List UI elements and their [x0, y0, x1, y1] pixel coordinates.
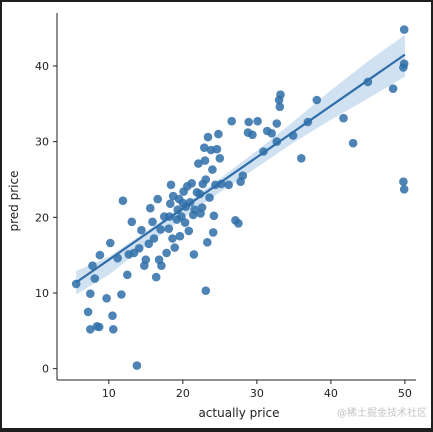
data-point	[144, 239, 154, 249]
data-point	[162, 248, 171, 258]
y-tick-label: 0	[42, 363, 49, 376]
data-point	[234, 219, 243, 228]
x-tick-label: 10	[102, 387, 116, 400]
data-point	[83, 307, 93, 317]
data-point	[88, 261, 97, 271]
data-point	[132, 361, 142, 370]
data-point	[267, 129, 277, 138]
data-point	[109, 325, 118, 334]
data-point	[134, 244, 144, 253]
data-point	[94, 322, 104, 332]
data-point	[95, 250, 105, 260]
ticks-layer: 10 20 30 40 50 0 10 20 30 40	[35, 60, 412, 400]
x-tick-label: 40	[324, 387, 338, 400]
data-point	[201, 286, 211, 296]
regression-line-layer	[75, 53, 406, 284]
data-point	[205, 193, 214, 202]
data-point	[189, 250, 199, 259]
data-point	[253, 116, 262, 126]
data-point	[166, 199, 175, 208]
data-point	[203, 132, 213, 142]
data-point	[151, 272, 161, 282]
scatter-chart: 10 20 30 40 50 0 10 20 30 40 actually price pred …	[7, 13, 427, 420]
data-point	[108, 311, 117, 321]
data-point	[141, 255, 151, 264]
data-point	[214, 129, 223, 139]
data-point	[215, 154, 225, 163]
data-point	[149, 234, 159, 243]
data-point	[102, 294, 111, 303]
data-point	[86, 325, 95, 334]
y-axis-label: pred price	[7, 171, 21, 232]
data-point	[117, 290, 126, 299]
data-point	[148, 217, 157, 227]
data-point	[312, 95, 322, 105]
data-point	[399, 25, 409, 34]
x-tick-label: 20	[176, 387, 190, 400]
data-point	[106, 238, 115, 248]
data-point	[90, 274, 100, 283]
data-point	[212, 144, 222, 154]
data-point	[201, 175, 211, 184]
x-tick-label: 50	[398, 387, 412, 400]
data-point	[170, 243, 179, 252]
x-tick-label: 30	[250, 387, 264, 400]
data-point	[203, 238, 212, 247]
data-point	[175, 231, 185, 241]
x-axis-label: actually price	[198, 406, 279, 420]
points-layer	[71, 25, 409, 370]
data-point	[224, 180, 233, 190]
data-point	[217, 179, 226, 189]
data-point	[209, 211, 219, 221]
data-point	[123, 270, 132, 280]
data-point	[275, 102, 285, 112]
data-point	[184, 226, 194, 236]
data-point	[86, 289, 95, 299]
data-point	[238, 171, 248, 180]
y-tick-label: 10	[35, 287, 49, 300]
data-point	[180, 218, 190, 227]
chart-frame: 10 20 30 40 50 0 10 20 30 40 actually price pred …	[2, 2, 431, 428]
data-point	[272, 119, 282, 128]
data-point	[248, 130, 257, 140]
data-point	[339, 113, 348, 123]
data-point	[118, 196, 128, 205]
data-point	[197, 203, 207, 212]
data-point	[200, 156, 210, 165]
data-point	[194, 159, 203, 168]
y-tick-label: 20	[35, 211, 49, 224]
data-point	[153, 194, 162, 204]
data-point	[164, 224, 174, 233]
data-point	[276, 90, 285, 99]
y-tick-label: 40	[35, 60, 49, 73]
data-point	[208, 165, 217, 174]
data-point	[157, 261, 166, 271]
data-point	[200, 143, 209, 152]
data-point	[156, 225, 165, 234]
data-point	[127, 217, 137, 227]
data-point	[187, 179, 196, 188]
data-point	[388, 84, 398, 93]
data-point	[146, 203, 155, 213]
data-point	[348, 138, 358, 148]
axes-layer	[56, 13, 416, 381]
data-point	[166, 180, 176, 190]
data-point	[399, 177, 408, 186]
data-point	[399, 59, 409, 68]
data-point	[168, 234, 177, 243]
data-point	[227, 116, 236, 126]
data-point	[137, 225, 146, 235]
data-point	[208, 228, 218, 237]
y-tick-label: 30	[35, 136, 49, 149]
watermark: @稀土掘金技术社区	[337, 406, 427, 419]
data-point	[244, 117, 253, 127]
data-point	[399, 185, 409, 194]
data-point	[297, 154, 306, 163]
regression-line	[75, 53, 406, 284]
